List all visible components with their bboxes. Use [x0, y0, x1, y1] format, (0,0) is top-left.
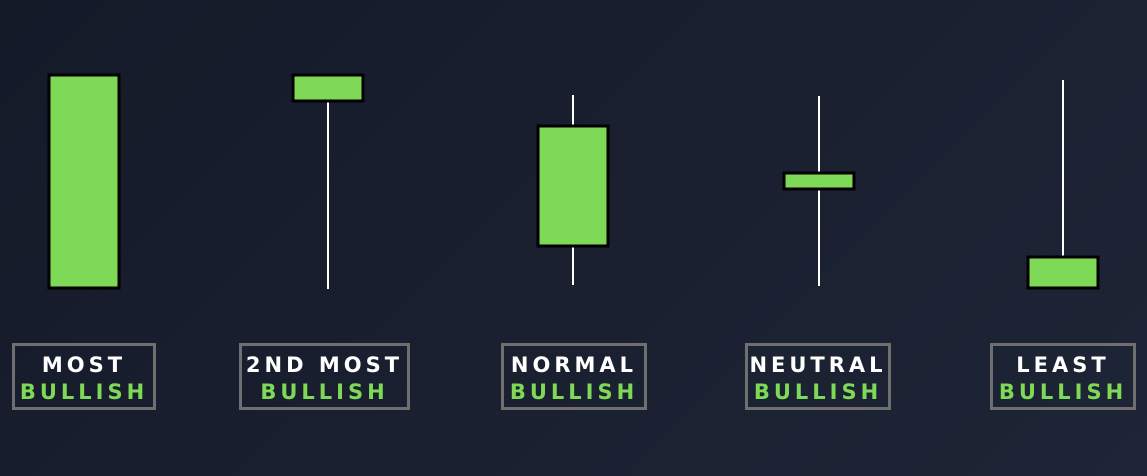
- label-least-top: LEAST: [1016, 353, 1110, 377]
- candle-body: [291, 73, 365, 103]
- label-box-second-most: 2ND MOST BULLISH: [239, 343, 410, 410]
- label-normal-top: NORMAL: [510, 353, 638, 377]
- label-least-bottom: BULLISH: [998, 380, 1128, 404]
- candle-normal: [536, 95, 610, 285]
- label-box-most: MOST BULLISH: [12, 343, 156, 410]
- label-second-most-bottom: BULLISH: [260, 380, 389, 404]
- candle-body: [47, 73, 121, 290]
- candle-body: [782, 171, 856, 191]
- candle-neutral: [782, 96, 856, 286]
- candle-second-most: [291, 73, 365, 289]
- label-most-top: MOST: [41, 353, 127, 377]
- candle-most: [47, 73, 121, 290]
- label-box-normal: NORMAL BULLISH: [501, 343, 647, 410]
- candle-least: [1026, 80, 1100, 290]
- label-box-neutral: NEUTRAL BULLISH: [745, 343, 891, 410]
- label-most-bottom: BULLISH: [19, 380, 149, 404]
- candle-body: [1026, 255, 1100, 290]
- label-normal-bottom: BULLISH: [509, 380, 639, 404]
- label-neutral-top: NEUTRAL: [749, 353, 887, 377]
- label-second-most-top: 2ND MOST: [245, 353, 404, 377]
- label-box-least: LEAST BULLISH: [990, 343, 1136, 410]
- candle-body: [536, 124, 610, 248]
- label-neutral-bottom: BULLISH: [753, 380, 883, 404]
